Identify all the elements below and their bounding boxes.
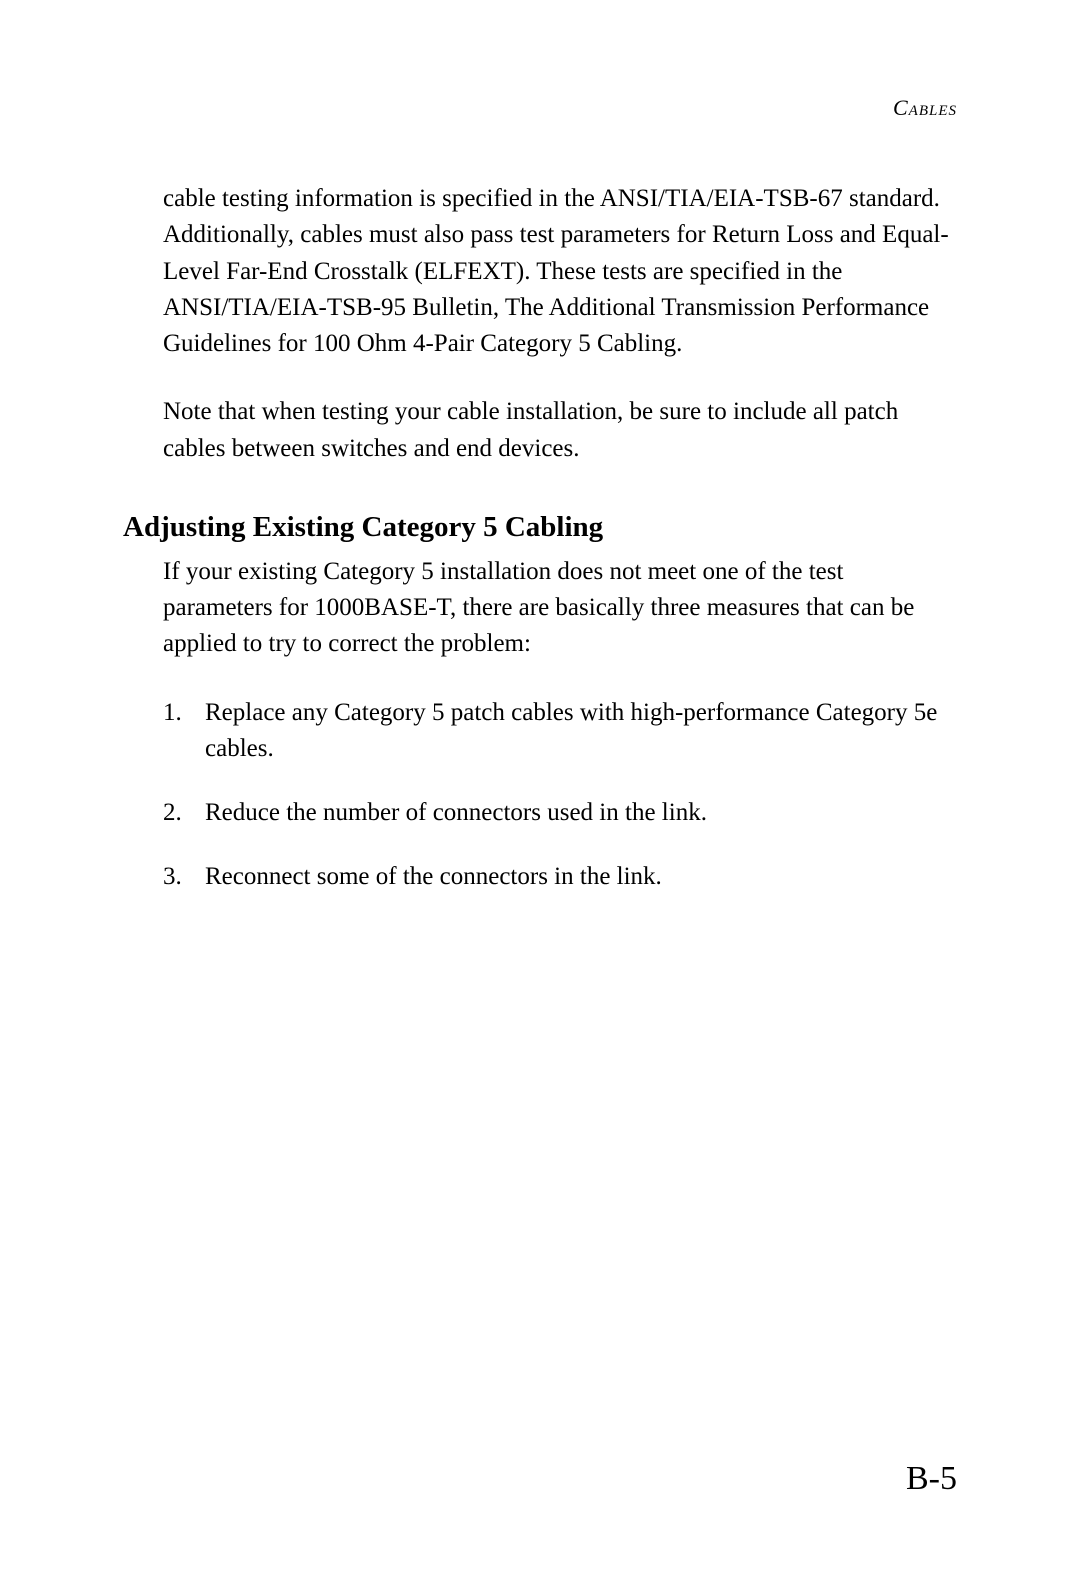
document-page: Cables cable testing information is spec…	[0, 0, 1080, 1570]
list-text: Reduce the number of connectors used in …	[205, 795, 957, 831]
paragraph-2: Note that when testing your cable instal…	[163, 394, 957, 467]
list-number: 1.	[163, 695, 205, 768]
list-item: 3. Reconnect some of the connectors in t…	[163, 859, 957, 895]
running-title: Cables	[893, 95, 957, 120]
list-number: 2.	[163, 795, 205, 831]
numbered-list: 1. Replace any Category 5 patch cables w…	[163, 695, 957, 896]
page-number: B-5	[906, 1460, 957, 1498]
list-number: 3.	[163, 859, 205, 895]
list-text: Reconnect some of the connectors in the …	[205, 859, 957, 895]
list-text: Replace any Category 5 patch cables with…	[205, 695, 957, 768]
section-heading: Adjusting Existing Category 5 Cabling	[123, 511, 957, 544]
paragraph-3: If your existing Category 5 installation…	[163, 554, 957, 663]
running-header: Cables	[123, 95, 957, 121]
list-item: 2. Reduce the number of connectors used …	[163, 795, 957, 831]
list-item: 1. Replace any Category 5 patch cables w…	[163, 695, 957, 768]
paragraph-1: cable testing information is specified i…	[163, 181, 957, 362]
